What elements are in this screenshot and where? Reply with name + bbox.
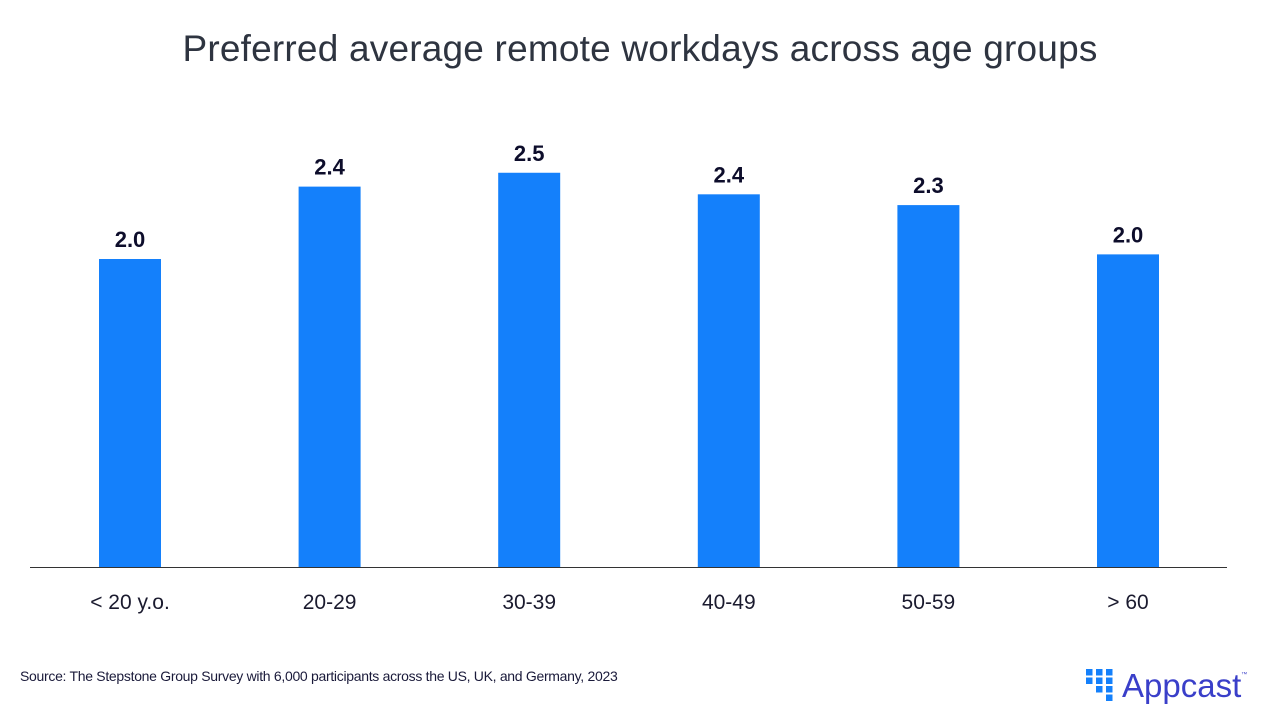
logo-dot (1096, 677, 1103, 684)
logo-dot (1086, 677, 1093, 684)
source-note: Source: The Stepstone Group Survey with … (20, 668, 618, 684)
bar (498, 172, 561, 567)
logo-dot (1106, 669, 1113, 676)
data-label: 2.4 (314, 155, 345, 180)
logo-trademark: ™ (1241, 672, 1248, 678)
x-tick-label: > 60 (1107, 591, 1148, 614)
logo-dot (1096, 686, 1103, 693)
data-label: 2.5 (514, 141, 545, 166)
appcast-dots-icon (1086, 669, 1113, 701)
bar (1097, 254, 1159, 567)
bar (697, 194, 760, 567)
chart-title: Preferred average remote workdays across… (182, 28, 1098, 69)
bar (298, 186, 361, 567)
logo-text: Appcast (1122, 666, 1242, 704)
data-label: 2.3 (913, 173, 944, 198)
data-label: 2.0 (115, 227, 146, 252)
logo-dot (1106, 686, 1113, 693)
appcast-logo: Appcast ™ (1086, 668, 1247, 702)
x-tick-label: 20-29 (303, 591, 357, 614)
bar (99, 259, 161, 567)
x-tick-label: < 20 y.o. (90, 591, 170, 614)
bar-chart: 2.0 < 20 y.o. 2.4 20-29 2.5 30-39 2.4 40-49 2.3 5… (30, 141, 1227, 614)
bar (897, 205, 960, 567)
data-label: 2.0 (1113, 222, 1144, 247)
x-tick-label: 50-59 (902, 591, 956, 614)
data-label: 2.4 (714, 162, 745, 187)
logo-dot (1106, 694, 1113, 701)
x-tick-label: 30-39 (502, 591, 556, 614)
logo-dot (1096, 669, 1103, 676)
logo-dot (1106, 677, 1113, 684)
x-tick-label: 40-49 (702, 591, 756, 614)
logo-dot (1086, 669, 1093, 676)
